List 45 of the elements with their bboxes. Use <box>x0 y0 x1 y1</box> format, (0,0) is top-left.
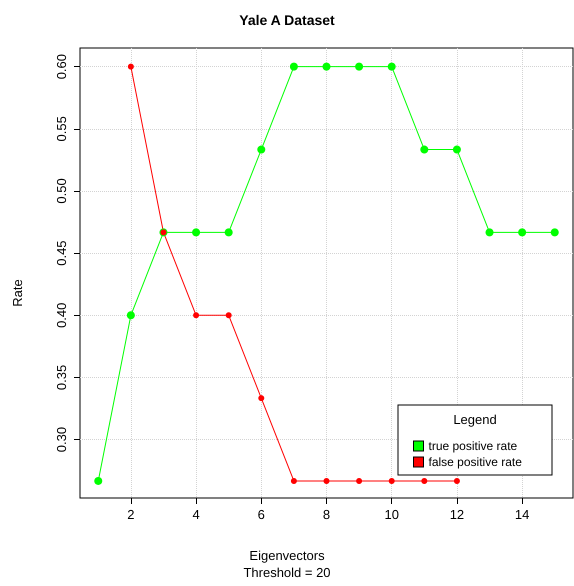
text: Threshold = 20 <box>243 565 331 580</box>
point <box>388 62 396 71</box>
point <box>420 146 428 154</box>
x-tick-label: 10 <box>384 507 399 522</box>
point <box>290 62 298 71</box>
point <box>454 478 460 484</box>
x-tick-label: 12 <box>450 507 464 522</box>
point <box>388 478 395 484</box>
point <box>322 62 330 71</box>
point <box>192 228 200 236</box>
point <box>355 62 364 71</box>
y-tick-label: 0.30 <box>54 426 69 452</box>
point <box>486 228 494 236</box>
y-tick-label: 0.35 <box>54 364 69 390</box>
point <box>518 228 526 236</box>
legend-label: false positive rate <box>428 455 522 469</box>
x-tick-label: 2 <box>127 507 134 522</box>
y-axis-title: Rate <box>10 279 25 307</box>
chart-title: Yale A Dataset <box>239 12 336 28</box>
point <box>550 228 559 236</box>
legend-title: Legend <box>453 412 497 427</box>
point <box>126 311 135 320</box>
point <box>290 478 297 484</box>
point <box>224 228 233 236</box>
y-tick-label: 0.50 <box>54 178 69 204</box>
point <box>258 395 264 402</box>
y-tick-label: 0.60 <box>54 54 69 80</box>
y-tick-label: 0.45 <box>54 240 69 266</box>
point <box>356 478 362 484</box>
point <box>421 478 428 484</box>
x-tick-label: 6 <box>258 507 265 522</box>
point <box>452 146 461 154</box>
x-tick-label: 8 <box>322 507 330 522</box>
legend-label: true positive rate <box>428 439 518 453</box>
y-tick-label: 0.40 <box>54 302 69 328</box>
x-tick-label: 4 <box>192 507 200 522</box>
point <box>226 312 232 318</box>
point <box>128 64 134 70</box>
y-tick-label: 0.55 <box>54 116 69 142</box>
point <box>193 312 200 318</box>
point <box>324 478 330 484</box>
point <box>257 146 266 154</box>
point <box>94 476 102 485</box>
x-axis-title: Eigenvectors <box>249 548 326 563</box>
x-tick-label: 14 <box>514 507 530 522</box>
